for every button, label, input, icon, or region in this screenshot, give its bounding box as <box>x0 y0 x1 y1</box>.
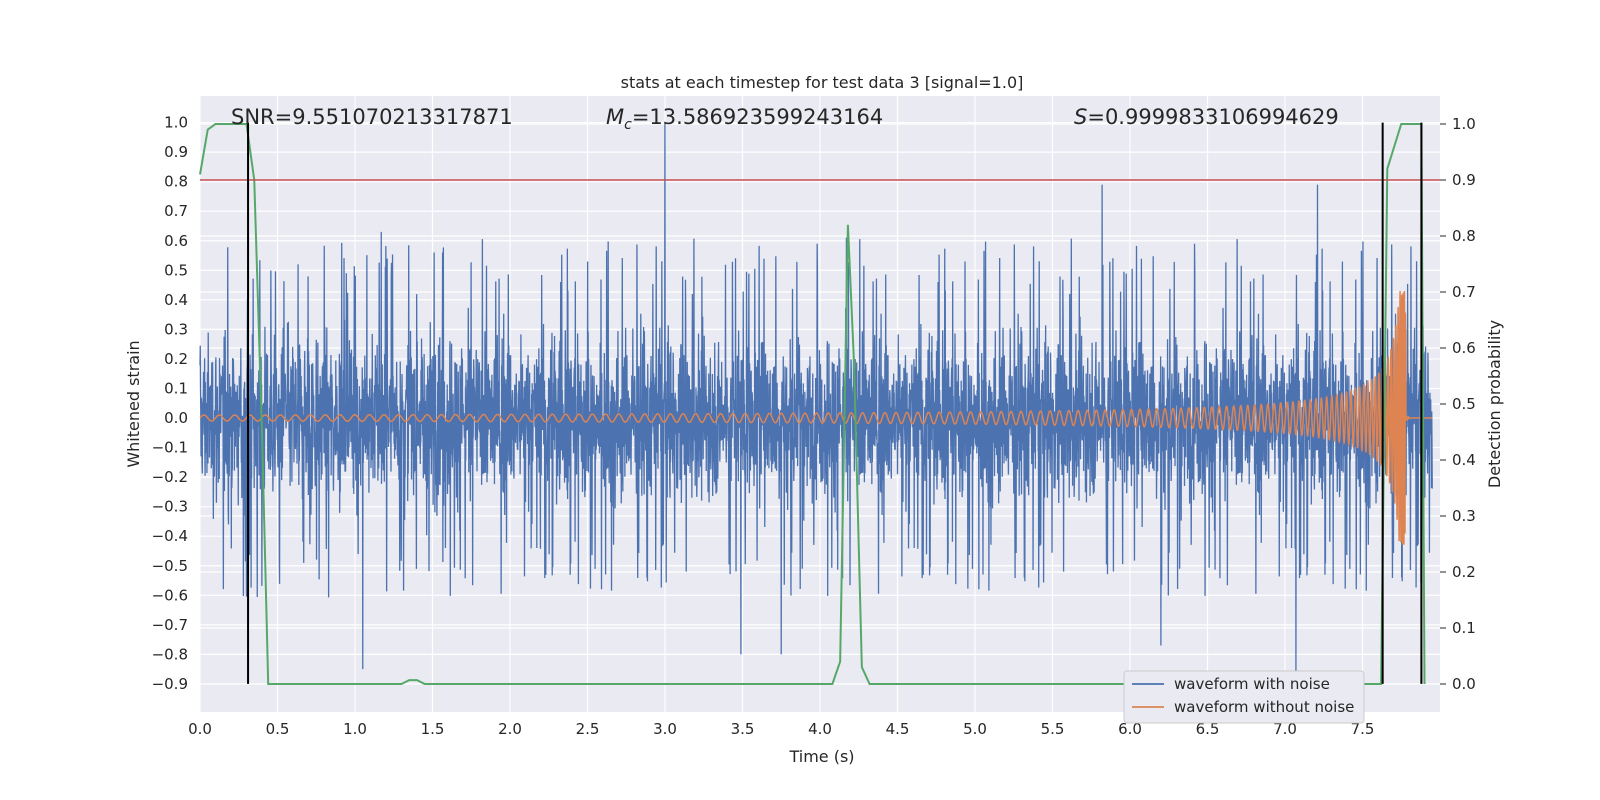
y-left-tick-label: 0.8 <box>164 173 188 191</box>
y-left-tick-label: −0.2 <box>152 468 188 486</box>
reference-lines <box>200 122 1440 684</box>
x-tick-label: 0.0 <box>188 720 212 738</box>
y-left-tick-label: 0.3 <box>164 320 188 338</box>
y-left-tick-label: 0.2 <box>164 350 188 368</box>
x-tick-label: 0.5 <box>266 720 290 738</box>
y-left-tick-label: −0.7 <box>152 616 188 634</box>
y-right-tick-label: 0.4 <box>1452 451 1476 469</box>
y-left-tick-label: 0.9 <box>164 143 188 161</box>
y-axis-left-ticks: 1.0 0.9 0.8 0.7 0.6 0.5 0.4 0.3 0.2 0.1 0.0 −0.1 −0.… <box>152 114 188 693</box>
y-axis-left-label: Whitened strain <box>124 340 143 467</box>
series-detection-probability <box>199 123 1426 685</box>
chirp-mass-symbol: M <box>606 105 624 129</box>
y-right-tick-label: 0.7 <box>1452 283 1476 301</box>
x-tick-label: 5.5 <box>1041 720 1065 738</box>
y-left-tick-label: −0.1 <box>152 439 188 457</box>
chirp-mass-value: =13.586923599243164 <box>632 105 883 129</box>
score-value: =0.9999833106994629 <box>1087 105 1338 129</box>
legend-label-noise: waveform with noise <box>1174 675 1330 693</box>
x-tick-label: 2.0 <box>498 720 522 738</box>
y-right-tick-label: 0.8 <box>1452 227 1476 245</box>
detection-probability-line <box>199 123 1426 685</box>
x-tick-label: 1.5 <box>421 720 445 738</box>
snr-annotation: SNR=9.551070213317871 <box>231 105 513 129</box>
y-axis-right-label: Detection probability <box>1485 320 1504 488</box>
y-left-tick-label: −0.6 <box>152 586 188 604</box>
y-left-tick-label: −0.4 <box>152 527 188 545</box>
x-tick-label: 7.0 <box>1273 720 1297 738</box>
y-left-tick-label: −0.3 <box>152 498 188 516</box>
x-tick-label: 6.0 <box>1118 720 1142 738</box>
y-left-tick-label: 0.7 <box>164 202 188 220</box>
y-right-tick-label: 0.1 <box>1452 619 1476 637</box>
y-right-tick-label: 0.3 <box>1452 507 1476 525</box>
y-left-tick-label: −0.5 <box>152 557 188 575</box>
y-left-tick-label: 0.5 <box>164 261 188 279</box>
y-left-tick-label: 0.6 <box>164 232 188 250</box>
y-right-tick-label: 0.0 <box>1452 675 1476 693</box>
x-tick-label: 1.0 <box>343 720 367 738</box>
chart-title: stats at each timestep for test data 3 [… <box>621 73 1024 92</box>
y-axis-right-ticks: 1.0 0.9 0.8 0.7 0.6 0.5 0.4 0.3 0.2 0.1 0.0 <box>1440 115 1476 693</box>
y-left-tick-label: 0.4 <box>164 291 188 309</box>
waveform-without-noise-line <box>199 290 1433 545</box>
x-tick-label: 3.0 <box>653 720 677 738</box>
chirp-mass-annotation: Mc=13.586923599243164 <box>606 105 883 133</box>
y-left-tick-label: −0.8 <box>152 645 188 663</box>
chirp-mass-subscript: c <box>624 117 632 133</box>
y-left-tick-label: −0.9 <box>152 675 188 693</box>
y-right-tick-label: 1.0 <box>1452 115 1476 133</box>
x-tick-label: 3.5 <box>731 720 755 738</box>
x-tick-label: 5.0 <box>963 720 987 738</box>
legend: waveform with noise waveform without noi… <box>1123 670 1365 724</box>
x-axis-label: Time (s) <box>788 747 854 766</box>
waveform-with-noise-line <box>199 122 1433 676</box>
score-symbol: S <box>1074 105 1087 129</box>
score-annotation: S=0.9999833106994629 <box>1074 105 1339 129</box>
x-tick-label: 6.5 <box>1196 720 1220 738</box>
x-tick-label: 7.5 <box>1351 720 1375 738</box>
y-left-tick-label: 0.1 <box>164 379 188 397</box>
x-tick-label: 4.5 <box>886 720 910 738</box>
y-left-tick-label: 1.0 <box>164 114 188 132</box>
x-tick-label: 4.0 <box>808 720 832 738</box>
y-right-tick-label: 0.2 <box>1452 563 1476 581</box>
x-tick-label: 2.5 <box>576 720 600 738</box>
y-right-tick-label: 0.6 <box>1452 339 1476 357</box>
series-waveform-with-noise <box>199 122 1433 676</box>
x-axis-ticks: 0.0 0.5 1.0 1.5 2.0 2.5 3.0 3.5 4.0 4.5 5.0 5.5 6.0 6… <box>188 720 1374 738</box>
legend-label-clean: waveform without noise <box>1174 698 1354 716</box>
legend-box <box>1123 670 1365 724</box>
y-right-tick-label: 0.5 <box>1452 395 1476 413</box>
y-right-tick-label: 0.9 <box>1452 171 1476 189</box>
y-left-tick-label: 0.0 <box>164 409 188 427</box>
series-waveform-without-noise <box>199 290 1433 545</box>
